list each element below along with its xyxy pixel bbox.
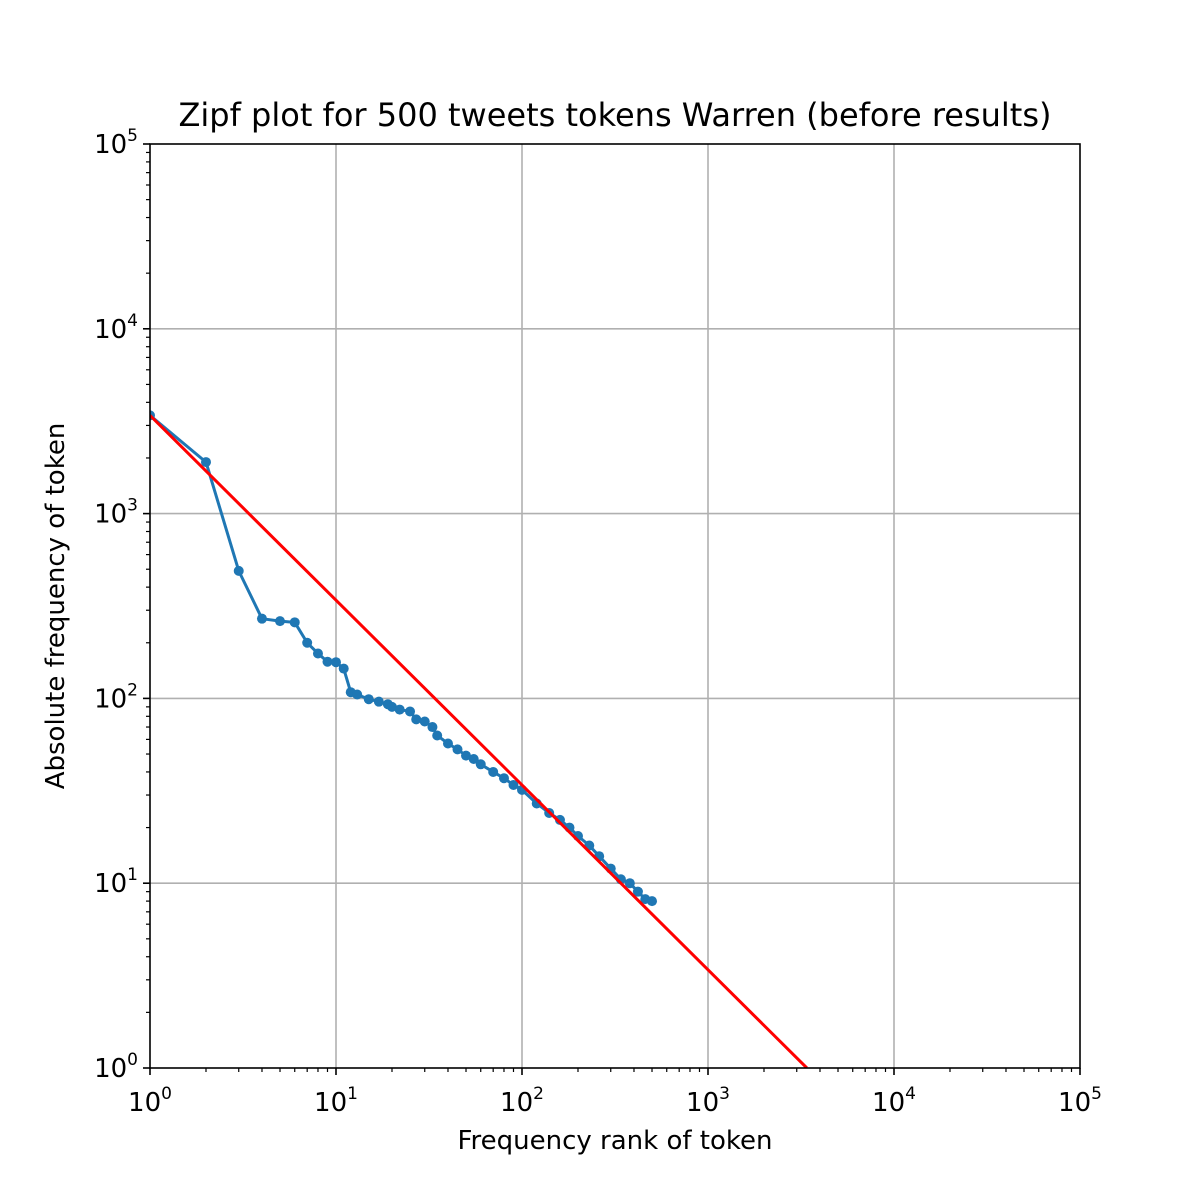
- series-0-point: [624, 878, 635, 889]
- series-0-point: [256, 613, 267, 624]
- y-tick-base: 10: [94, 130, 127, 160]
- y-tick-base: 10: [94, 869, 127, 899]
- y-tick-label: 102: [94, 680, 138, 714]
- series-0-point: [498, 773, 509, 784]
- series-0-point: [419, 716, 430, 727]
- y-tick-exponent: 5: [127, 126, 138, 146]
- series-layer: [150, 410, 808, 1068]
- series-0-point: [331, 657, 341, 668]
- series-0-point: [488, 766, 499, 777]
- y-axis-label: Absolute frequency of token: [41, 423, 71, 790]
- y-tick-label: 105: [94, 126, 138, 160]
- series-0-point: [352, 689, 363, 700]
- series-0-point: [386, 701, 397, 712]
- x-tick-label: 102: [500, 1084, 544, 1118]
- x-tick-label: 101: [314, 1084, 358, 1118]
- series-0-point: [275, 616, 286, 627]
- y-tick-base: 10: [94, 315, 127, 345]
- x-tick-exponent: 1: [347, 1084, 358, 1104]
- y-tick-label: 100: [94, 1050, 138, 1084]
- y-tick-base: 10: [94, 684, 127, 714]
- y-tick-exponent: 0: [127, 1050, 138, 1070]
- x-tick-label: 104: [872, 1084, 916, 1118]
- series-0-point: [468, 754, 479, 764]
- x-tick-label: 100: [128, 1084, 172, 1118]
- x-tick-label: 103: [686, 1084, 730, 1118]
- series-0-point: [394, 704, 405, 715]
- series-0-point: [338, 663, 349, 674]
- y-tick-label: 103: [94, 496, 138, 530]
- y-tick-exponent: 1: [127, 865, 138, 885]
- series-0-point: [427, 722, 438, 733]
- series-0-point: [200, 457, 211, 468]
- y-tick-label: 104: [94, 311, 138, 345]
- chart-title: Zipf plot for 500 tweets tokens Warren (…: [178, 96, 1051, 134]
- series-0-point: [632, 886, 643, 897]
- y-tick-base: 10: [94, 1054, 127, 1084]
- series-0-point: [432, 730, 443, 741]
- x-tick-base: 10: [686, 1088, 719, 1118]
- series-0-point: [363, 694, 374, 705]
- plot-frame: [149, 143, 1081, 1069]
- x-tick-base: 10: [128, 1088, 161, 1118]
- series-0-point: [411, 714, 422, 725]
- series-0-point: [322, 656, 333, 667]
- series-0-point: [508, 779, 519, 790]
- series-0-point: [373, 696, 384, 707]
- y-tick-exponent: 4: [127, 311, 138, 331]
- series-0-point: [312, 648, 323, 659]
- y-tick-exponent: 2: [127, 680, 138, 700]
- x-tick-exponent: 2: [533, 1084, 544, 1104]
- x-tick-exponent: 3: [719, 1084, 730, 1104]
- x-tick-base: 10: [500, 1088, 533, 1118]
- x-tick-exponent: 5: [1091, 1084, 1102, 1104]
- series-0-point: [461, 750, 472, 761]
- series-0-point: [452, 744, 463, 755]
- series-0-point: [302, 637, 313, 648]
- x-tick-exponent: 0: [161, 1084, 172, 1104]
- series-0-point: [405, 706, 416, 717]
- x-tick-label: 105: [1058, 1084, 1102, 1118]
- series-0-point: [442, 738, 453, 749]
- y-tick-base: 10: [94, 500, 127, 530]
- y-tick-exponent: 3: [127, 496, 138, 516]
- x-tick-base: 10: [1058, 1088, 1091, 1118]
- x-tick-exponent: 4: [905, 1084, 916, 1104]
- series-0-point: [289, 617, 300, 628]
- grid-lines: [150, 144, 1080, 1068]
- y-tick-label: 101: [94, 865, 138, 899]
- series-0-point: [647, 896, 658, 907]
- series-1-line: [150, 414, 808, 1068]
- x-tick-base: 10: [872, 1088, 905, 1118]
- series-0-point: [233, 565, 244, 576]
- x-tick-base: 10: [314, 1088, 347, 1118]
- series-0-point: [554, 814, 565, 825]
- series-0-point: [475, 759, 486, 770]
- x-axis-label: Frequency rank of token: [457, 1126, 772, 1156]
